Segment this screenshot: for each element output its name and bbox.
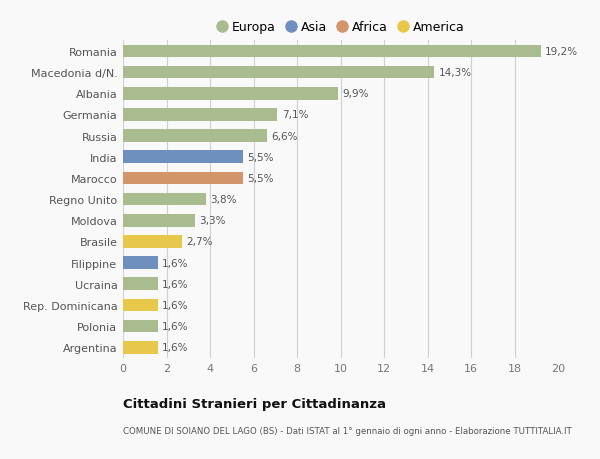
- Text: 1,6%: 1,6%: [162, 300, 188, 310]
- Bar: [123, 341, 158, 354]
- Bar: [123, 193, 206, 206]
- Text: 5,5%: 5,5%: [247, 174, 274, 184]
- Bar: [123, 320, 158, 333]
- Bar: [123, 278, 158, 291]
- Bar: [123, 130, 266, 143]
- Bar: [123, 257, 158, 269]
- Text: COMUNE DI SOIANO DEL LAGO (BS) - Dati ISTAT al 1° gennaio di ogni anno - Elabora: COMUNE DI SOIANO DEL LAGO (BS) - Dati IS…: [123, 426, 572, 435]
- Text: 1,6%: 1,6%: [162, 279, 188, 289]
- Bar: [123, 45, 541, 58]
- Text: 7,1%: 7,1%: [282, 110, 308, 120]
- Bar: [123, 88, 338, 101]
- Text: 3,3%: 3,3%: [199, 216, 226, 226]
- Text: 2,7%: 2,7%: [186, 237, 212, 247]
- Text: 9,9%: 9,9%: [343, 89, 369, 99]
- Bar: [123, 67, 434, 79]
- Text: 5,5%: 5,5%: [247, 152, 274, 162]
- Text: 1,6%: 1,6%: [162, 321, 188, 331]
- Legend: Europa, Asia, Africa, America: Europa, Asia, Africa, America: [212, 16, 469, 39]
- Text: 19,2%: 19,2%: [545, 47, 578, 57]
- Text: 1,6%: 1,6%: [162, 342, 188, 353]
- Text: 14,3%: 14,3%: [439, 68, 472, 78]
- Bar: [123, 172, 242, 185]
- Text: 3,8%: 3,8%: [210, 195, 236, 205]
- Bar: [123, 151, 242, 164]
- Bar: [123, 109, 277, 122]
- Text: 6,6%: 6,6%: [271, 131, 298, 141]
- Text: 1,6%: 1,6%: [162, 258, 188, 268]
- Bar: [123, 235, 182, 248]
- Text: Cittadini Stranieri per Cittadinanza: Cittadini Stranieri per Cittadinanza: [123, 397, 386, 410]
- Bar: [123, 214, 195, 227]
- Bar: [123, 299, 158, 312]
